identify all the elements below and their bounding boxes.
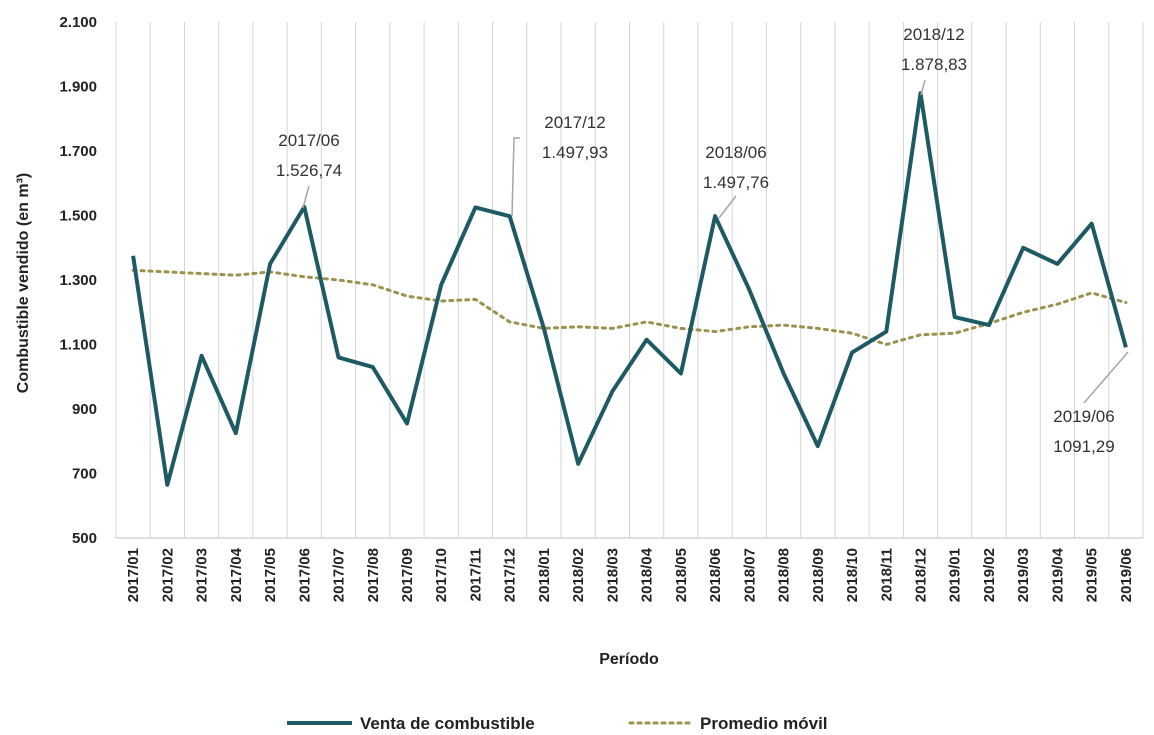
x-axis-ticks: 2017/01 2017/02 2017/03 2017/04 2017/05 2017/… xyxy=(125,547,1135,602)
x-tick-label: 2018/07 xyxy=(741,548,758,602)
x-tick-label: 2018/08 xyxy=(776,548,793,602)
annotation-value: 1091,29 xyxy=(1053,437,1114,456)
y-axis-ticks: 500 700 900 1.100 1.300 1.500 1.700 1.900 2.100 xyxy=(59,14,97,547)
x-tick-label: 2018/06 xyxy=(707,548,724,602)
y-axis-title: Combustible vendido (en m³) xyxy=(15,173,32,393)
series-line-promedio xyxy=(131,268,1128,346)
annotation-period: 2017/12 xyxy=(544,113,605,132)
y-tick-label: 500 xyxy=(72,530,97,547)
annotation-leader xyxy=(718,195,737,219)
y-tick-label: 1.500 xyxy=(59,208,97,225)
x-tick-label: 2017/03 xyxy=(194,548,211,602)
y-tick-label: 900 xyxy=(72,401,97,418)
x-tick-label: 2017/11 xyxy=(467,548,484,601)
x-tick-label: 2017/12 xyxy=(502,548,519,602)
y-tick-label: 1.100 xyxy=(59,337,97,354)
y-tick-label: 700 xyxy=(72,466,97,483)
x-tick-label: 2017/04 xyxy=(228,547,245,602)
x-tick-label: 2019/04 xyxy=(1049,547,1066,602)
x-tick-label: 2019/05 xyxy=(1084,548,1101,602)
annotations-layer: 2017/06 1.526,74 2017/12 1.497,93 2018/06 1.4… xyxy=(276,25,1129,456)
y-tick-label: 1.300 xyxy=(59,272,97,289)
y-tick-label: 1.900 xyxy=(59,79,97,96)
x-tick-label: 2017/08 xyxy=(365,548,382,602)
annotation-value: 1.497,76 xyxy=(703,173,769,192)
annotation-value: 1.526,74 xyxy=(276,161,342,180)
legend: Venta de combustible Promedio móvil xyxy=(287,714,828,733)
x-tick-label: 2018/02 xyxy=(570,548,587,602)
x-tick-label: 2018/04 xyxy=(639,547,656,602)
x-tick-label: 2019/01 xyxy=(947,548,964,602)
x-tick-label: 2018/01 xyxy=(536,548,553,602)
x-tick-label: 2018/11 xyxy=(878,548,895,601)
x-tick-label: 2019/02 xyxy=(981,548,998,602)
annotation-period: 2019/06 xyxy=(1053,407,1114,426)
x-tick-label: 2019/03 xyxy=(1015,548,1032,602)
x-tick-label: 2017/05 xyxy=(262,548,279,602)
x-tick-label: 2017/10 xyxy=(433,548,450,602)
x-tick-label: 2019/06 xyxy=(1118,548,1135,602)
legend-label-promedio: Promedio móvil xyxy=(700,714,828,733)
legend-label-venta: Venta de combustible xyxy=(360,714,535,733)
x-tick-label: 2017/01 xyxy=(125,548,142,602)
x-tick-label: 2017/06 xyxy=(296,548,313,602)
annotation-leader xyxy=(1083,351,1129,404)
x-tick-label: 2018/12 xyxy=(912,548,929,602)
annotation-period: 2017/06 xyxy=(278,131,339,150)
x-tick-label: 2018/09 xyxy=(810,548,827,602)
x-tick-label: 2017/09 xyxy=(399,548,416,602)
annotation-value: 1.878,83 xyxy=(901,55,967,74)
y-tick-label: 1.700 xyxy=(59,143,97,160)
annotation-leader xyxy=(511,137,520,217)
annotation-period: 2018/06 xyxy=(705,143,766,162)
series-line-venta xyxy=(131,91,1128,487)
x-tick-label: 2017/07 xyxy=(331,548,348,602)
annotation-leader xyxy=(920,79,926,96)
x-tick-label: 2018/05 xyxy=(673,548,690,602)
annotation-period: 2018/12 xyxy=(903,25,964,44)
x-tick-label: 2018/10 xyxy=(844,548,861,602)
annotation-leader xyxy=(302,185,310,209)
x-tick-label: 2017/02 xyxy=(159,548,176,602)
x-tick-label: 2018/03 xyxy=(604,548,621,602)
series-layer xyxy=(131,91,1128,487)
y-tick-label: 2.100 xyxy=(59,14,97,31)
annotation-value: 1.497,93 xyxy=(542,143,608,162)
grid-lines xyxy=(115,22,1144,539)
x-axis-title: Período xyxy=(599,651,659,668)
